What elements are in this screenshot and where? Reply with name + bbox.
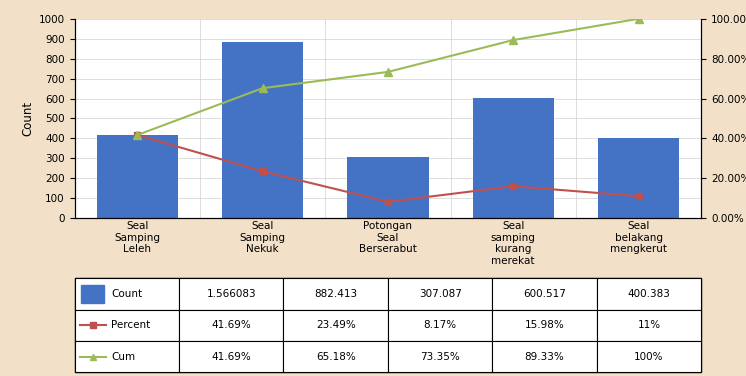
Text: Percent: Percent: [111, 320, 151, 330]
Text: Seal
samping
kurang
merekat: Seal samping kurang merekat: [491, 221, 536, 266]
Bar: [81, 285, 104, 303]
Text: 41.69%: 41.69%: [211, 352, 251, 362]
Text: 23.49%: 23.49%: [316, 320, 356, 330]
Y-axis label: Count: Count: [22, 101, 34, 136]
Text: 307.087: 307.087: [419, 289, 462, 299]
Text: 15.98%: 15.98%: [524, 320, 565, 330]
Text: 73.35%: 73.35%: [420, 352, 460, 362]
Text: 1.566083: 1.566083: [207, 289, 256, 299]
Text: Seal
Samping
Nekuk: Seal Samping Nekuk: [239, 221, 286, 254]
Text: 65.18%: 65.18%: [316, 352, 356, 362]
Bar: [472, 99, 554, 218]
Text: Cum: Cum: [111, 352, 135, 362]
Text: 11%: 11%: [638, 320, 660, 330]
Text: 882.413: 882.413: [314, 289, 357, 299]
Bar: [96, 135, 178, 218]
Text: 41.69%: 41.69%: [211, 320, 251, 330]
Text: Count: Count: [111, 289, 142, 299]
Text: Potongan
Seal
Berserabut: Potongan Seal Berserabut: [359, 221, 417, 254]
Text: Seal
belakang
mengkerut: Seal belakang mengkerut: [610, 221, 667, 254]
Bar: [598, 138, 680, 218]
Text: 100%: 100%: [634, 352, 664, 362]
Text: Seal
Samping
Leleh: Seal Samping Leleh: [114, 221, 160, 254]
Text: 400.383: 400.383: [627, 289, 671, 299]
Text: 89.33%: 89.33%: [524, 352, 565, 362]
Bar: [222, 42, 304, 218]
Text: 600.517: 600.517: [523, 289, 566, 299]
Text: 8.17%: 8.17%: [424, 320, 457, 330]
Bar: [347, 157, 429, 218]
